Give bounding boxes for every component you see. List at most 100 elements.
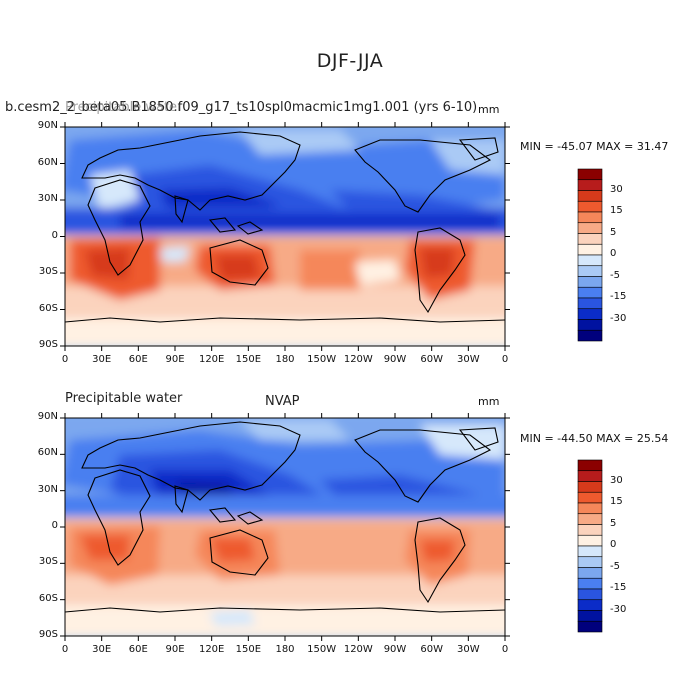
panel1-colorbar-label: 15 xyxy=(610,205,623,216)
panel1-colorbar-swatch xyxy=(577,276,603,288)
panel2-colorbar-swatch xyxy=(577,491,603,504)
panel2-colorbar-swatch xyxy=(577,588,603,601)
panel1-lon-label: 0 xyxy=(501,354,509,365)
panel2-lat-label: 30S xyxy=(38,556,58,568)
panel1-lon-label: 120E xyxy=(198,354,225,365)
panel2-colorbar-swatch xyxy=(577,502,603,515)
panel2-lon-label: 30E xyxy=(92,644,112,655)
panel2-lat-label: 90N xyxy=(37,411,58,422)
panel2-map xyxy=(65,418,505,636)
panel2-lon-label: 90W xyxy=(383,644,407,655)
panel2-lat-label: 90S xyxy=(38,629,58,640)
panel1-colorbar-swatch xyxy=(577,190,603,202)
panel1-colorbar-swatch xyxy=(577,254,603,267)
panel2-lon-label: 60W xyxy=(420,644,443,655)
panel1-colorbar-swatch xyxy=(577,179,603,191)
panel1-lon-label: 60W xyxy=(420,354,443,365)
panel2-lat-label: 60S xyxy=(38,592,58,604)
panel1-lat-label: 90S xyxy=(38,339,58,350)
panel2-colorbar-swatch xyxy=(577,620,603,633)
panel2-colorbar-swatch xyxy=(577,459,603,472)
panel1-colorbar-swatch xyxy=(577,222,603,234)
panel1-lon-label: 120W xyxy=(343,354,373,365)
panel1-colorbar-swatch xyxy=(577,168,603,181)
panel1-lat-label: 60S xyxy=(38,302,58,314)
panel2-lat-label: 0 xyxy=(51,520,58,531)
panel2-colorbar-swatch xyxy=(577,610,603,622)
panel2-lon-label: 120W xyxy=(343,644,373,655)
panel1-lat-label: 0 xyxy=(51,229,58,241)
panel1-units: mm xyxy=(478,103,500,116)
panel1-colorbar-swatch xyxy=(577,297,603,310)
panel1-colorbar-swatch xyxy=(577,211,603,224)
panel2-colorbar-label: 0 xyxy=(610,539,617,550)
panel1-center-title: b.cesm2_2_beta05.B1850.f09_g17_ts10spl0m… xyxy=(5,100,478,115)
panel2-colorbar-label: 15 xyxy=(610,496,623,507)
panel1-colorbar-label: 0 xyxy=(610,248,617,259)
panel1-colorbar-swatch xyxy=(577,233,603,245)
panel1-colorbar-label: -5 xyxy=(610,269,620,281)
panel1-lon-label: 30E xyxy=(92,354,112,365)
panel2-lon-label: 0 xyxy=(61,644,69,655)
panel1-colorbar-swatch xyxy=(577,319,603,331)
panel1-min-max: MIN = -45.07 MAX = 31.47 xyxy=(520,140,669,153)
panel2-min-max: MIN = -44.50 MAX = 25.54 xyxy=(520,432,669,445)
panel1-lat-label: 30N xyxy=(37,193,58,204)
panel2-colorbar-label: 5 xyxy=(610,517,617,529)
panel2-coastlines xyxy=(65,421,505,613)
axis-ticks xyxy=(60,122,510,641)
panel2-colorbar-label: -30 xyxy=(610,603,627,615)
panel1-colorbar-label: 30 xyxy=(610,183,623,195)
panel1-lat-label: 30S xyxy=(38,266,58,277)
panel1-lon-label: 90E xyxy=(165,354,185,365)
panel1-colorbar-swatch xyxy=(577,243,603,256)
panel1-colorbar-swatch xyxy=(577,200,603,213)
panel2-lat-label: 30N xyxy=(37,483,58,495)
panel2-lon-label: 150W xyxy=(307,644,337,655)
panel2-lon-label: 180 xyxy=(275,644,295,655)
panel2-colorbar-swatch xyxy=(577,599,603,611)
panel1-lat-label: 90N xyxy=(37,120,58,131)
panel2-colorbar-label: -5 xyxy=(610,560,620,572)
panel2-colorbar-swatch xyxy=(577,567,603,579)
panel2-colorbar-swatch xyxy=(577,577,603,590)
panel1-lon-label: 30W xyxy=(457,354,480,365)
panel2-lon-label: 0 xyxy=(501,644,509,655)
panel1-colorbar-label: -30 xyxy=(610,312,627,324)
panel2-lon-label: 90E xyxy=(165,644,185,655)
panel2-lon-label: 30W xyxy=(457,644,480,655)
panel1-lon-label: 150E xyxy=(235,354,262,365)
panel2-units: mm xyxy=(478,395,500,408)
figure-title: DJF-JJA xyxy=(316,50,384,72)
panel2-lat-label: 60N xyxy=(37,447,58,459)
panel1-colorbar-label: 5 xyxy=(610,226,617,238)
panel2-left-title: Precipitable water xyxy=(65,391,183,406)
panel1-colorbar-swatch xyxy=(577,329,603,342)
panel2-colorbar-swatch xyxy=(577,556,603,568)
panel1-map xyxy=(65,127,505,346)
panel2-colorbar-swatch xyxy=(577,534,603,547)
panel1-coastlines xyxy=(65,131,505,323)
panel2-colorbar-swatch xyxy=(577,524,603,536)
panel2-colorbar-swatch xyxy=(577,545,603,558)
panel2-colorbar-label: -15 xyxy=(610,582,627,593)
panel2-lon-label: 150E xyxy=(235,644,262,655)
panel2-lon-label: 120E xyxy=(198,644,225,655)
panel2-lon-label: 60E xyxy=(128,644,148,655)
panel1-colorbar-swatch xyxy=(577,286,603,299)
panel1-lon-label: 180 xyxy=(275,354,295,365)
panel2-colorbar-swatch xyxy=(577,513,603,525)
panel2-colorbar-label: 30 xyxy=(610,474,623,486)
panel2-colorbar-swatch xyxy=(577,470,603,482)
panel1-colorbar-swatch xyxy=(577,308,603,320)
panel2-center-title: NVAP xyxy=(265,394,300,409)
panel2-colorbar-swatch xyxy=(577,481,603,493)
colorbars xyxy=(577,168,603,633)
panel1-colorbar-label: -15 xyxy=(610,291,627,302)
panel1-lon-label: 60E xyxy=(128,354,148,365)
panel1-lon-label: 0 xyxy=(61,354,69,365)
panel1-left-title: Precipitable water xyxy=(65,100,183,115)
panel1-lon-label: 150W xyxy=(307,354,337,365)
panel1-lon-label: 90W xyxy=(383,354,407,365)
